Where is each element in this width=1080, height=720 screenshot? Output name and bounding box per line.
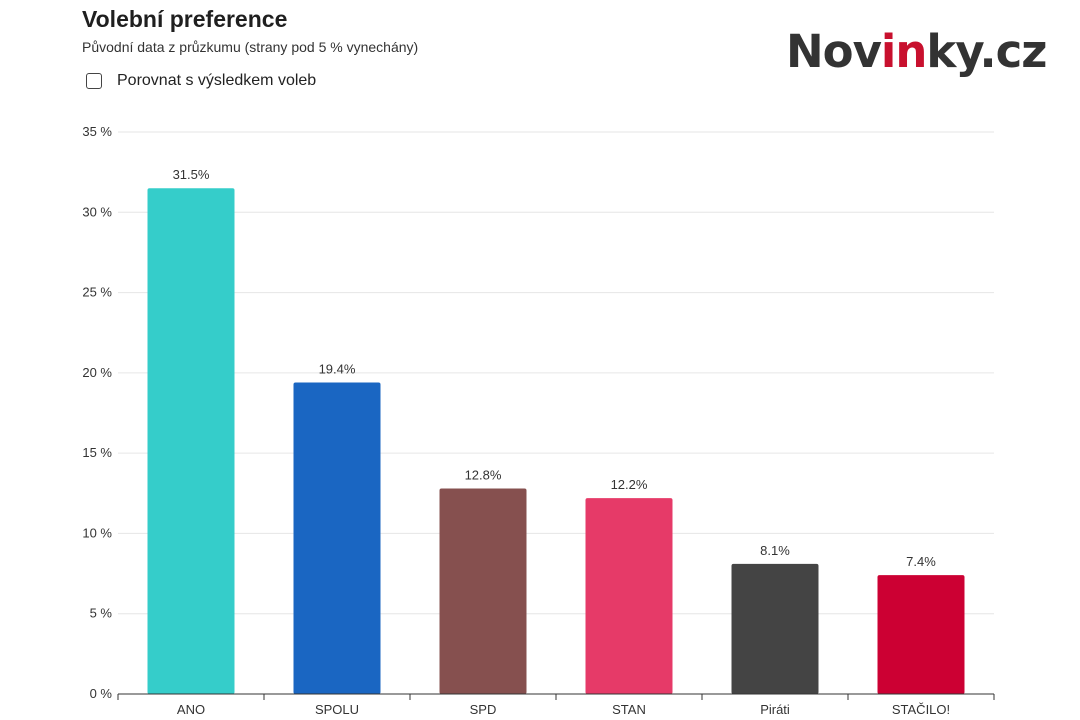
chart-subtitle: Původní data z průzkumu (strany pod 5 % …: [82, 39, 419, 55]
y-tick-label: 5 %: [90, 606, 113, 621]
data-label: 12.2%: [611, 477, 648, 492]
y-tick-label: 15 %: [82, 445, 112, 460]
compare-toggle[interactable]: Porovnat s výsledkem voleb: [86, 72, 316, 90]
y-tick-label: 0 %: [90, 686, 113, 701]
bar-5[interactable]: [877, 575, 965, 694]
data-label: 8.1%: [760, 543, 790, 558]
logo-part-3: ky.cz: [926, 25, 1047, 78]
y-tick-label: 20 %: [82, 365, 112, 380]
y-tick-label: 10 %: [82, 525, 112, 540]
x-category-label: STAČILO!: [892, 702, 950, 717]
novinky-logo: Novinky.cz: [786, 22, 1047, 82]
bars: 31.5% 19.4% 12.8% 12.2% 8.1% 7.4%: [147, 167, 965, 694]
data-label: 31.5%: [173, 167, 210, 182]
y-tick-label: 25 %: [82, 285, 112, 300]
x-category-label: SPD: [470, 702, 497, 717]
data-label: 12.8%: [465, 467, 502, 482]
grid-lines: [118, 131, 994, 615]
logo-part-2: in: [880, 25, 927, 78]
x-axis: ANO SPOLU SPD STAN Piráti STAČILO!: [117, 693, 995, 717]
x-category-label: ANO: [177, 702, 205, 717]
x-category-label: STAN: [612, 702, 646, 717]
logo-part-1: Nov: [786, 25, 882, 78]
x-category-label: SPOLU: [315, 702, 359, 717]
bar-3[interactable]: [585, 498, 673, 694]
bar-0[interactable]: [147, 188, 235, 694]
y-tick-label: 35 %: [82, 124, 112, 139]
bar-2[interactable]: [439, 488, 527, 694]
chart-title: Volební preference: [82, 6, 288, 32]
compare-checkbox[interactable]: [86, 73, 102, 89]
data-label: 7.4%: [906, 554, 936, 569]
data-label: 19.4%: [319, 361, 356, 376]
y-tick-label: 30 %: [82, 204, 112, 219]
compare-label: Porovnat s výsledkem voleb: [117, 72, 317, 89]
bar-4[interactable]: [731, 563, 819, 694]
x-category-label: Piráti: [760, 702, 790, 717]
bar-1[interactable]: [293, 382, 381, 694]
y-axis-ticks: 0 % 5 % 10 % 15 % 20 % 25 % 30 % 35 %: [82, 124, 112, 701]
